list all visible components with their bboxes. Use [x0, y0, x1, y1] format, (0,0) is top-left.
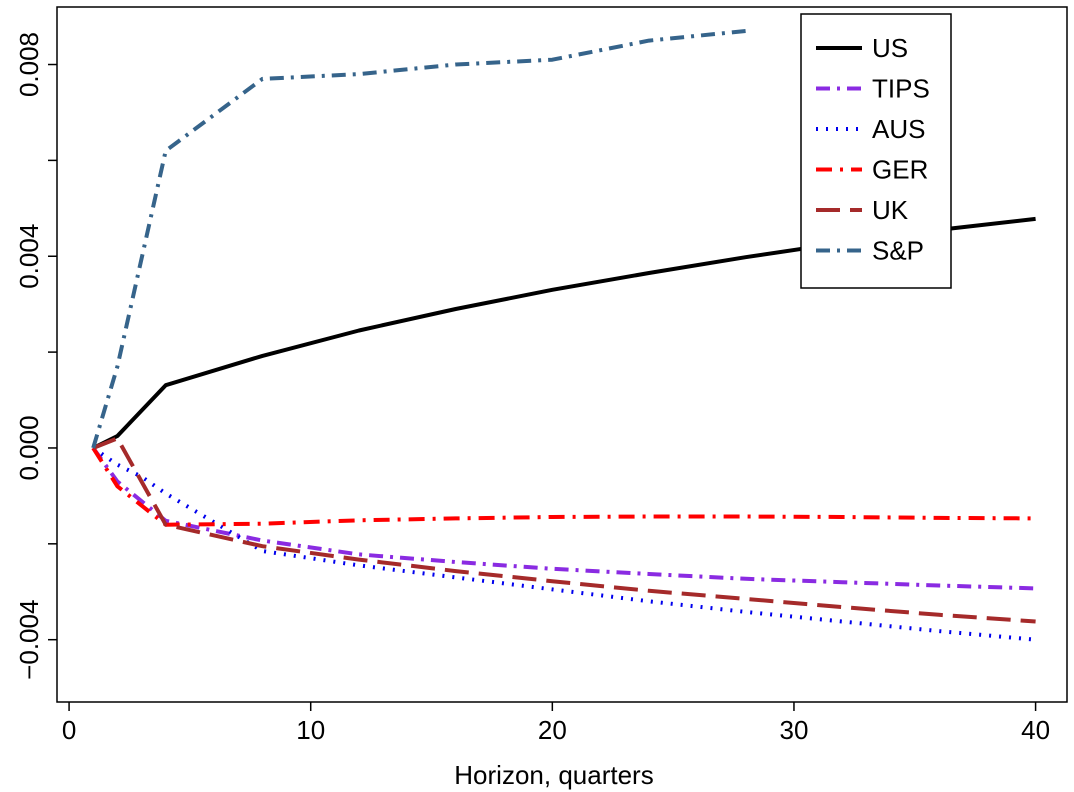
- x-axis: 0 10 20 30 40: [62, 702, 1050, 745]
- series-line-ger: [91, 446, 1036, 527]
- series-layer: [91, 29, 1036, 642]
- legend: US TIPS AUS GER UK S&P: [800, 13, 952, 289]
- x-tick-label: 10: [296, 715, 325, 745]
- y-tick-label: 0.008: [14, 32, 44, 97]
- plot-frame: [56, 6, 1068, 703]
- legend-label: S&P: [872, 236, 924, 266]
- series-line-sp: [91, 29, 746, 449]
- y-tick-label: 0.000: [14, 415, 44, 480]
- y-axis: −0.004 0.000 0.004 0.008: [14, 32, 57, 680]
- x-tick-label: 0: [62, 715, 76, 745]
- legend-label: AUS: [872, 114, 925, 144]
- x-axis-title: Horizon, quarters: [454, 760, 653, 790]
- legend-label: TIPS: [872, 74, 930, 104]
- legend-label: GER: [872, 155, 928, 185]
- y-tick-label: 0.004: [14, 224, 44, 289]
- y-tick-label: −0.004: [14, 600, 44, 680]
- legend-label: UK: [872, 195, 909, 225]
- x-tick-label: 40: [1021, 715, 1050, 745]
- x-tick-label: 20: [538, 715, 567, 745]
- series-line-uk: [92, 436, 1036, 624]
- legend-label: US: [872, 33, 908, 63]
- x-tick-label: 30: [780, 715, 809, 745]
- legend-box: [800, 13, 952, 289]
